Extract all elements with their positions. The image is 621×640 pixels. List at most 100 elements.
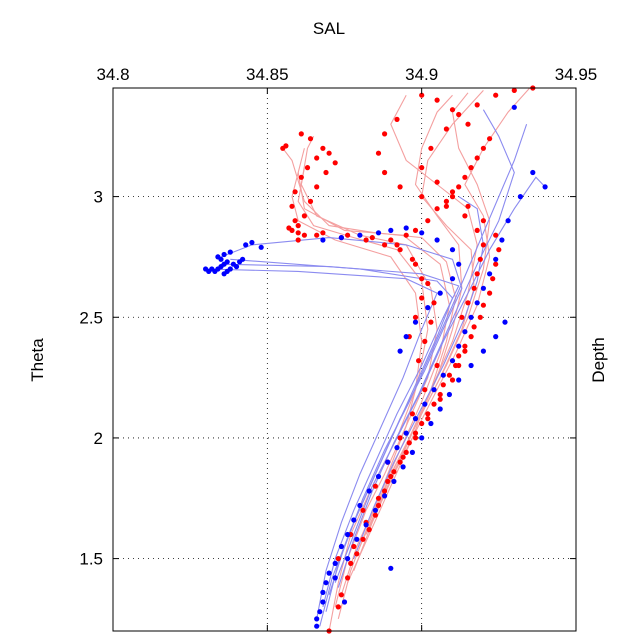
red-data-point [338, 592, 344, 598]
blue-data-point [456, 377, 462, 383]
red-data-point [307, 136, 314, 142]
red-data-point [487, 136, 493, 142]
red-data-point [422, 387, 428, 393]
red-data-point [480, 145, 486, 151]
blue-data-point [530, 169, 536, 176]
red-profile-line [368, 90, 484, 523]
red-data-point [477, 314, 483, 320]
red-data-point [332, 160, 338, 166]
blue-data-point [227, 249, 233, 255]
red-data-point [456, 353, 462, 359]
red-data-point [474, 227, 480, 233]
red-data-point [295, 223, 301, 229]
red-data-point [465, 300, 471, 306]
blue-data-point [388, 227, 394, 233]
blue-data-point [317, 609, 323, 615]
red-data-point [385, 478, 391, 484]
red-data-point [289, 203, 295, 209]
red-data-point [487, 290, 493, 296]
x-axis-title: SAL [313, 19, 345, 38]
blue-data-point [366, 488, 372, 494]
plot-frame [112, 87, 577, 632]
blue-data-point [449, 276, 456, 282]
red-data-point [425, 411, 431, 417]
red-data-point [474, 271, 480, 277]
red-data-point [456, 184, 462, 190]
blue-data-point [249, 239, 255, 246]
blue-data-point [511, 104, 517, 110]
red-data-point [280, 145, 286, 151]
red-data-point [382, 169, 388, 176]
blue-profile-line [353, 196, 484, 559]
plot-area [113, 85, 576, 634]
blue-data-point [338, 543, 344, 550]
blue-data-point [363, 522, 369, 528]
blue-profile-line [220, 237, 463, 612]
red-data-point [400, 454, 406, 460]
blue-data-point [345, 531, 351, 538]
blue-data-point [385, 459, 391, 465]
blue-data-point [499, 237, 505, 243]
blue-data-point [502, 319, 508, 325]
red-data-point [443, 203, 449, 209]
red-data-point [351, 543, 357, 550]
red-data-point [462, 348, 468, 354]
red-data-point [314, 184, 320, 190]
blue-data-point [403, 334, 409, 340]
blue-data-point [403, 225, 409, 231]
red-data-point [465, 121, 471, 127]
red-data-point [465, 203, 471, 209]
blue-data-point [227, 266, 233, 272]
blue-data-point [372, 507, 378, 513]
red-data-point [363, 237, 369, 243]
x-tick-label: 34.95 [555, 65, 598, 84]
red-data-point [459, 314, 465, 320]
red-data-point [446, 372, 452, 378]
blue-data-point [422, 401, 428, 407]
red-data-point [412, 314, 419, 320]
blue-data-point [542, 184, 548, 190]
blue-data-point [314, 623, 320, 629]
red-data-point [493, 261, 499, 267]
blue-data-point [354, 536, 360, 542]
red-data-point [360, 507, 366, 513]
y-tick-label: 2 [94, 429, 103, 448]
blue-data-point [391, 478, 397, 484]
blue-data-point [326, 570, 332, 576]
red-data-point [419, 420, 425, 427]
red-data-point [391, 469, 397, 475]
red-data-point [437, 391, 443, 398]
red-profile-line [291, 148, 423, 632]
blue-data-point [517, 194, 524, 200]
red-data-point [428, 319, 434, 325]
red-data-point [307, 198, 314, 204]
red-data-point [449, 194, 456, 200]
blue-data-point [243, 242, 249, 248]
red-data-point [345, 232, 351, 238]
blue-data-point [224, 259, 230, 265]
red-data-point [425, 280, 431, 287]
red-data-point [397, 459, 403, 465]
red-data-point [369, 235, 375, 241]
blue-data-point [341, 599, 348, 605]
red-data-point [382, 131, 388, 137]
blue-data-point [487, 271, 493, 277]
red-data-point [471, 285, 477, 291]
red-data-point [382, 242, 388, 248]
red-data-point [468, 165, 474, 171]
red-data-point [493, 232, 499, 238]
y-tick-label: 3 [94, 188, 103, 207]
red-data-point [412, 227, 419, 233]
blue-data-point [332, 575, 338, 581]
x-tick-label: 34.85 [246, 65, 289, 84]
blue-data-point [428, 420, 434, 427]
blue-data-point [338, 235, 344, 241]
blue-profile-line [328, 124, 528, 595]
red-data-point [323, 169, 329, 176]
blue-data-point [437, 290, 443, 296]
red-data-point [449, 189, 456, 195]
red-data-point [474, 155, 480, 161]
red-data-point [366, 527, 372, 533]
blue-data-point [375, 230, 382, 236]
blue-data-point [468, 314, 474, 320]
